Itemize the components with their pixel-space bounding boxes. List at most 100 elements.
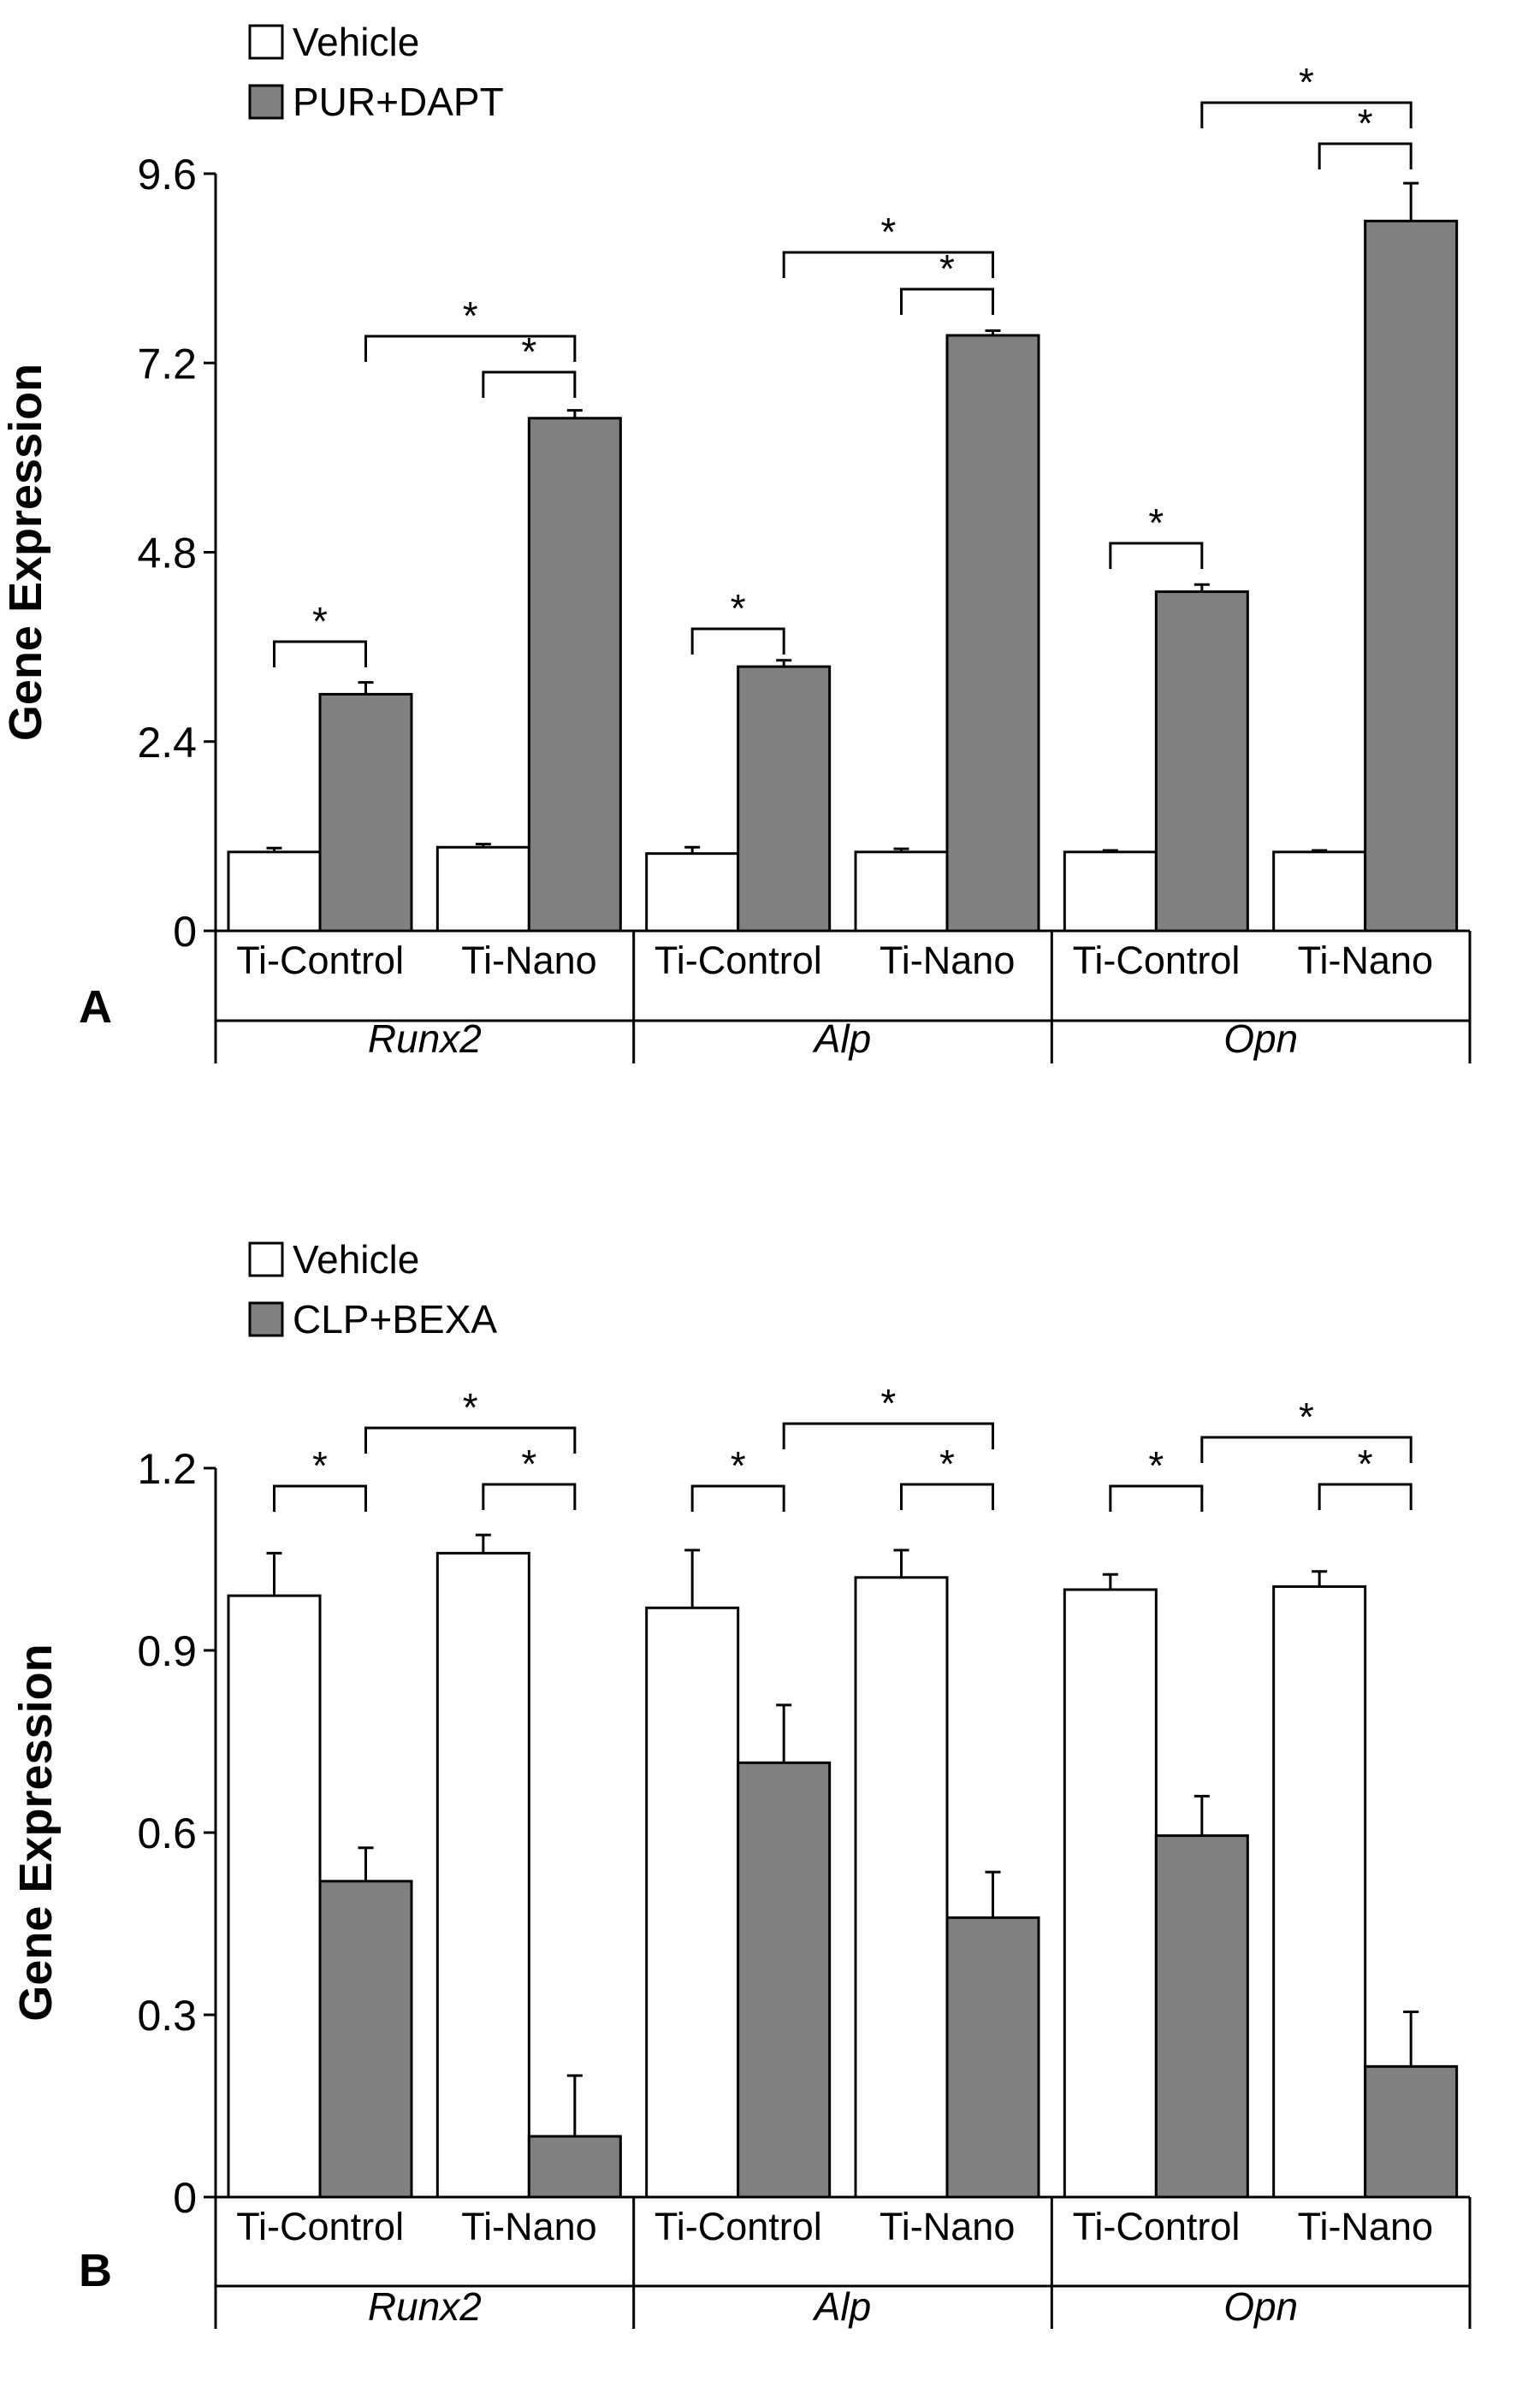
gene-label: Opn (1223, 1016, 1298, 1061)
y-tick-label: 4.8 (137, 530, 197, 578)
y-tick-label: 0.9 (137, 1627, 197, 1675)
significance-bracket (1109, 542, 1204, 569)
significance-bracket (690, 1484, 785, 1512)
category-label: Ti-Nano (880, 939, 1015, 982)
significance-bracket (782, 251, 994, 278)
y-tick-label: 0.6 (137, 1810, 197, 1857)
bar-vehicle (227, 850, 322, 933)
bar-pur-dapt (945, 334, 1040, 933)
category-label: Ti-Control (1073, 2205, 1241, 2248)
significance-bracket (900, 1483, 994, 1510)
bar-pur-dapt (737, 665, 832, 933)
category-label: Ti-Control (654, 2205, 822, 2248)
significance-bracket (273, 1484, 367, 1512)
bar-pur-dapt (318, 692, 413, 933)
significance-star: * (521, 1442, 536, 1486)
bar-clp-bexa (945, 1916, 1040, 2199)
significance-star: * (463, 1385, 478, 1430)
significance-star: * (463, 293, 478, 338)
bar-vehicle (435, 845, 530, 933)
bar-vehicle (645, 1606, 740, 2199)
category-label: Ti-Control (236, 939, 404, 982)
category-label: Ti-Nano (1298, 939, 1433, 982)
significance-bracket (1200, 101, 1413, 128)
significance-bracket (1318, 1483, 1413, 1510)
significance-bracket (364, 1426, 577, 1454)
legend-swatch-1 (248, 1301, 284, 1337)
gene-label: Opn (1223, 2284, 1298, 2329)
legend-label-0: Vehicle (293, 20, 419, 64)
panel-label: B (79, 2245, 112, 2296)
bar-clp-bexa (1364, 2064, 1459, 2199)
significance-star: * (939, 1442, 955, 1486)
bar-pur-dapt (1364, 219, 1459, 933)
significance-bracket (1200, 1436, 1413, 1463)
gene-label: Alp (812, 1016, 871, 1061)
category-label: Ti-Nano (880, 2205, 1015, 2248)
legend-swatch-0 (248, 1241, 284, 1277)
y-tick-label: 2.4 (137, 719, 197, 767)
chart-panel-b: Vehicle CLP+BEXA 0 0.3 0.6 0.9 1.2 Gene Express… (10, 1237, 1472, 2329)
bar-clp-bexa (527, 2135, 622, 2199)
significance-star: * (312, 599, 328, 643)
y-axis-title: Gene Expression (0, 364, 51, 741)
category-label: Ti-Nano (461, 939, 596, 982)
gene-label: Runx2 (368, 2284, 482, 2329)
significance-bracket (782, 1422, 994, 1449)
legend-label-1: PUR+DAPT (293, 80, 504, 124)
bar-pur-dapt (527, 417, 622, 933)
bar-clp-bexa (737, 1761, 832, 2199)
significance-star: * (312, 1443, 328, 1488)
significance-star: * (1358, 1442, 1373, 1486)
y-tick-label: 1.2 (137, 1445, 197, 1493)
bar-vehicle (1272, 850, 1367, 933)
significance-star: * (880, 1381, 896, 1425)
significance-bracket (273, 640, 367, 667)
significance-bracket (364, 335, 577, 362)
significance-star: * (1358, 101, 1373, 145)
y-axis-title: Gene Expression (10, 1644, 62, 2021)
category-label: Ti-Nano (1298, 2205, 1433, 2248)
bar-vehicle (435, 1551, 530, 2199)
legend-swatch-0 (248, 24, 284, 60)
panel-label: A (79, 981, 112, 1033)
bar-vehicle (1063, 850, 1158, 933)
chart-panel-a: Vehicle PUR+DAPT 0 2.4 4.8 7.2 9.6 Gene Express… (0, 20, 1472, 1063)
significance-star: * (1299, 1395, 1314, 1439)
bar-vehicle (227, 1594, 322, 2199)
significance-bracket (1109, 1484, 1204, 1512)
y-tick-label: 0 (173, 2174, 197, 2222)
bar-vehicle (1063, 1588, 1158, 2199)
bar-vehicle (854, 1576, 949, 2199)
y-tick-label: 9.6 (137, 151, 197, 198)
significance-bracket (1318, 142, 1413, 169)
y-tick-label: 7.2 (137, 340, 197, 388)
significance-star: * (1148, 500, 1164, 545)
significance-bracket (900, 287, 994, 315)
category-label: Ti-Control (1073, 939, 1241, 982)
category-label: Ti-Nano (461, 2205, 596, 2248)
significance-star: * (521, 329, 536, 374)
significance-star: * (731, 586, 746, 631)
significance-star: * (731, 1443, 746, 1488)
bar-vehicle (645, 852, 740, 933)
significance-bracket (690, 627, 785, 654)
significance-star: * (939, 246, 955, 291)
significance-bracket (482, 1483, 577, 1510)
significance-bracket (482, 370, 577, 398)
category-label: Ti-Control (654, 939, 822, 982)
significance-star: * (880, 210, 896, 254)
bar-vehicle (1272, 1584, 1367, 2199)
bar-vehicle (854, 850, 949, 933)
legend-label-0: Vehicle (293, 1237, 419, 1282)
gene-label: Runx2 (368, 1016, 482, 1061)
bar-clp-bexa (318, 1880, 413, 2199)
legend-label-1: CLP+BEXA (293, 1297, 497, 1342)
significance-star: * (1148, 1443, 1164, 1488)
bar-clp-bexa (1154, 1834, 1249, 2199)
y-tick-label: 0.3 (137, 1992, 197, 2040)
y-tick-label: 0 (173, 908, 197, 956)
bar-pur-dapt (1154, 590, 1249, 933)
significance-star: * (1299, 60, 1314, 104)
